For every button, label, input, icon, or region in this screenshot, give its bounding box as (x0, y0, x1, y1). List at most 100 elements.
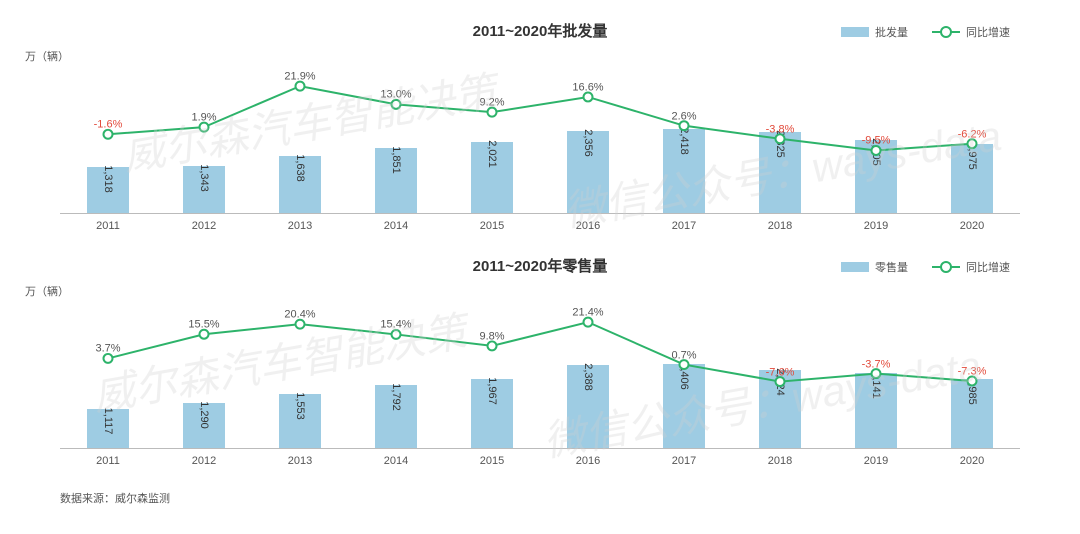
bar-group: 2,224 (732, 370, 828, 448)
legend-line-2: 同比增速 (932, 259, 1010, 275)
bar-value-label: 2,356 (582, 129, 594, 157)
chart1-xaxis: 2011201220132014201520162017201820192020 (60, 220, 1020, 232)
growth-pct-label: 0.7% (671, 349, 696, 361)
bar-group: 2,105 (828, 140, 924, 213)
x-tick-label: 2011 (60, 220, 156, 232)
x-tick-label: 2015 (444, 455, 540, 467)
bar-group: 1,851 (348, 148, 444, 213)
bar-value-label: 2,141 (870, 372, 882, 400)
bar: 1,975 (951, 144, 993, 213)
growth-pct-label: -6.2% (958, 128, 987, 140)
bar-group: 1,553 (252, 394, 348, 448)
bar: 2,388 (567, 365, 609, 448)
x-tick-label: 2014 (348, 220, 444, 232)
bar-value-label: 1,967 (486, 378, 498, 406)
growth-pct-label: -3.7% (862, 358, 891, 370)
growth-pct-label: -7.6% (766, 366, 795, 378)
x-tick-label: 2012 (156, 455, 252, 467)
bar-group: 2,325 (732, 132, 828, 213)
legend-bar-1: 批发量 (841, 24, 908, 40)
legend-bar-label: 批发量 (875, 24, 908, 40)
bar-value-label: 1,553 (294, 392, 306, 420)
bar: 1,343 (183, 166, 225, 213)
bar-value-label: 2,418 (678, 127, 690, 155)
growth-pct-label: 16.6% (572, 81, 603, 93)
legend-line-1: 同比增速 (932, 24, 1010, 40)
legend-bar-swatch (841, 27, 869, 37)
bar: 1,985 (951, 379, 993, 448)
bar: 1,851 (375, 148, 417, 213)
bar-group: 1,117 (60, 409, 156, 448)
legend-bar-label-2: 零售量 (875, 259, 908, 275)
bar-group: 1,318 (60, 167, 156, 213)
x-tick-label: 2012 (156, 220, 252, 232)
bar-group: 1,638 (252, 156, 348, 213)
growth-pct-label: 2.6% (671, 110, 696, 122)
growth-pct-label: 3.7% (95, 343, 120, 355)
x-tick-label: 2020 (924, 455, 1020, 467)
bar-group: 2,388 (540, 365, 636, 448)
bar: 2,356 (567, 131, 609, 213)
bar: 1,792 (375, 385, 417, 448)
bar-value-label: 2,406 (678, 362, 690, 390)
bar: 1,290 (183, 403, 225, 448)
bar-group: 1,985 (924, 379, 1020, 448)
bar: 2,021 (471, 142, 513, 213)
x-tick-label: 2011 (60, 455, 156, 467)
bar: 2,406 (663, 364, 705, 448)
x-tick-label: 2018 (732, 455, 828, 467)
chart2-plot: 1,117 1,290 1,553 1,792 1,967 2,388 2,406 2,224… (60, 284, 1020, 449)
bar-group: 2,356 (540, 131, 636, 213)
bar-group: 1,290 (156, 403, 252, 448)
x-tick-label: 2019 (828, 220, 924, 232)
growth-pct-label: 9.2% (479, 97, 504, 109)
bar-group: 1,975 (924, 144, 1020, 213)
x-tick-label: 2017 (636, 455, 732, 467)
bar-value-label: 1,792 (390, 384, 402, 412)
chart-wholesale: 2011~2020年批发量 万（辆） 批发量 同比增速 1,3181,3431,… (60, 20, 1020, 245)
bar-group: 2,141 (828, 373, 924, 448)
bar-group: 2,406 (636, 364, 732, 448)
growth-pct-label: 21.4% (572, 307, 603, 319)
x-tick-label: 2013 (252, 455, 348, 467)
growth-pct-label: 21.9% (284, 70, 315, 82)
x-tick-label: 2015 (444, 220, 540, 232)
bar: 1,967 (471, 379, 513, 448)
chart1-plot: 1,318 1,343 1,638 1,851 2,021 2,356 2,418 2,325… (60, 49, 1020, 214)
bar: 2,105 (855, 140, 897, 213)
bar-group: 1,343 (156, 166, 252, 213)
bar-value-label: 2,021 (486, 141, 498, 169)
growth-pct-label: -7.3% (958, 365, 987, 377)
bar-value-label: 1,117 (102, 408, 114, 435)
bar-value-label: 1,318 (102, 165, 114, 193)
bar-value-label: 1,985 (966, 377, 978, 405)
bar: 1,117 (87, 409, 129, 448)
legend-line-swatch-2 (932, 266, 960, 268)
x-tick-label: 2013 (252, 220, 348, 232)
chart2-xaxis: 2011201220132014201520162017201820192020 (60, 455, 1020, 467)
bar-value-label: 2,388 (582, 363, 594, 391)
bar: 1,638 (279, 156, 321, 213)
legend-bar-swatch-2 (841, 262, 869, 272)
growth-pct-label: -1.6% (94, 119, 123, 131)
chart-retail: 2011~2020年零售量 万（辆） 零售量 同比增速 1,1171,2901,… (60, 255, 1020, 480)
bar-group: 1,792 (348, 385, 444, 448)
bar-group: 2,021 (444, 142, 540, 213)
bar: 2,224 (759, 370, 801, 448)
x-tick-label: 2014 (348, 455, 444, 467)
bar: 1,318 (87, 167, 129, 213)
growth-pct-label: 13.0% (380, 89, 411, 101)
growth-pct-label: 9.8% (479, 330, 504, 342)
chart1-legend: 批发量 同比增速 (841, 24, 1010, 40)
data-source: 数据来源：威尔森监测 (60, 490, 1020, 506)
growth-pct-label: 15.4% (380, 319, 411, 331)
bar-value-label: 1,638 (294, 154, 306, 182)
bar-value-label: 1,851 (390, 147, 402, 175)
bar-group: 2,418 (636, 129, 732, 213)
x-tick-label: 2018 (732, 220, 828, 232)
bar-group: 1,967 (444, 379, 540, 448)
x-tick-label: 2017 (636, 220, 732, 232)
x-tick-label: 2016 (540, 220, 636, 232)
x-tick-label: 2016 (540, 455, 636, 467)
bar-value-label: 1,975 (966, 142, 978, 170)
